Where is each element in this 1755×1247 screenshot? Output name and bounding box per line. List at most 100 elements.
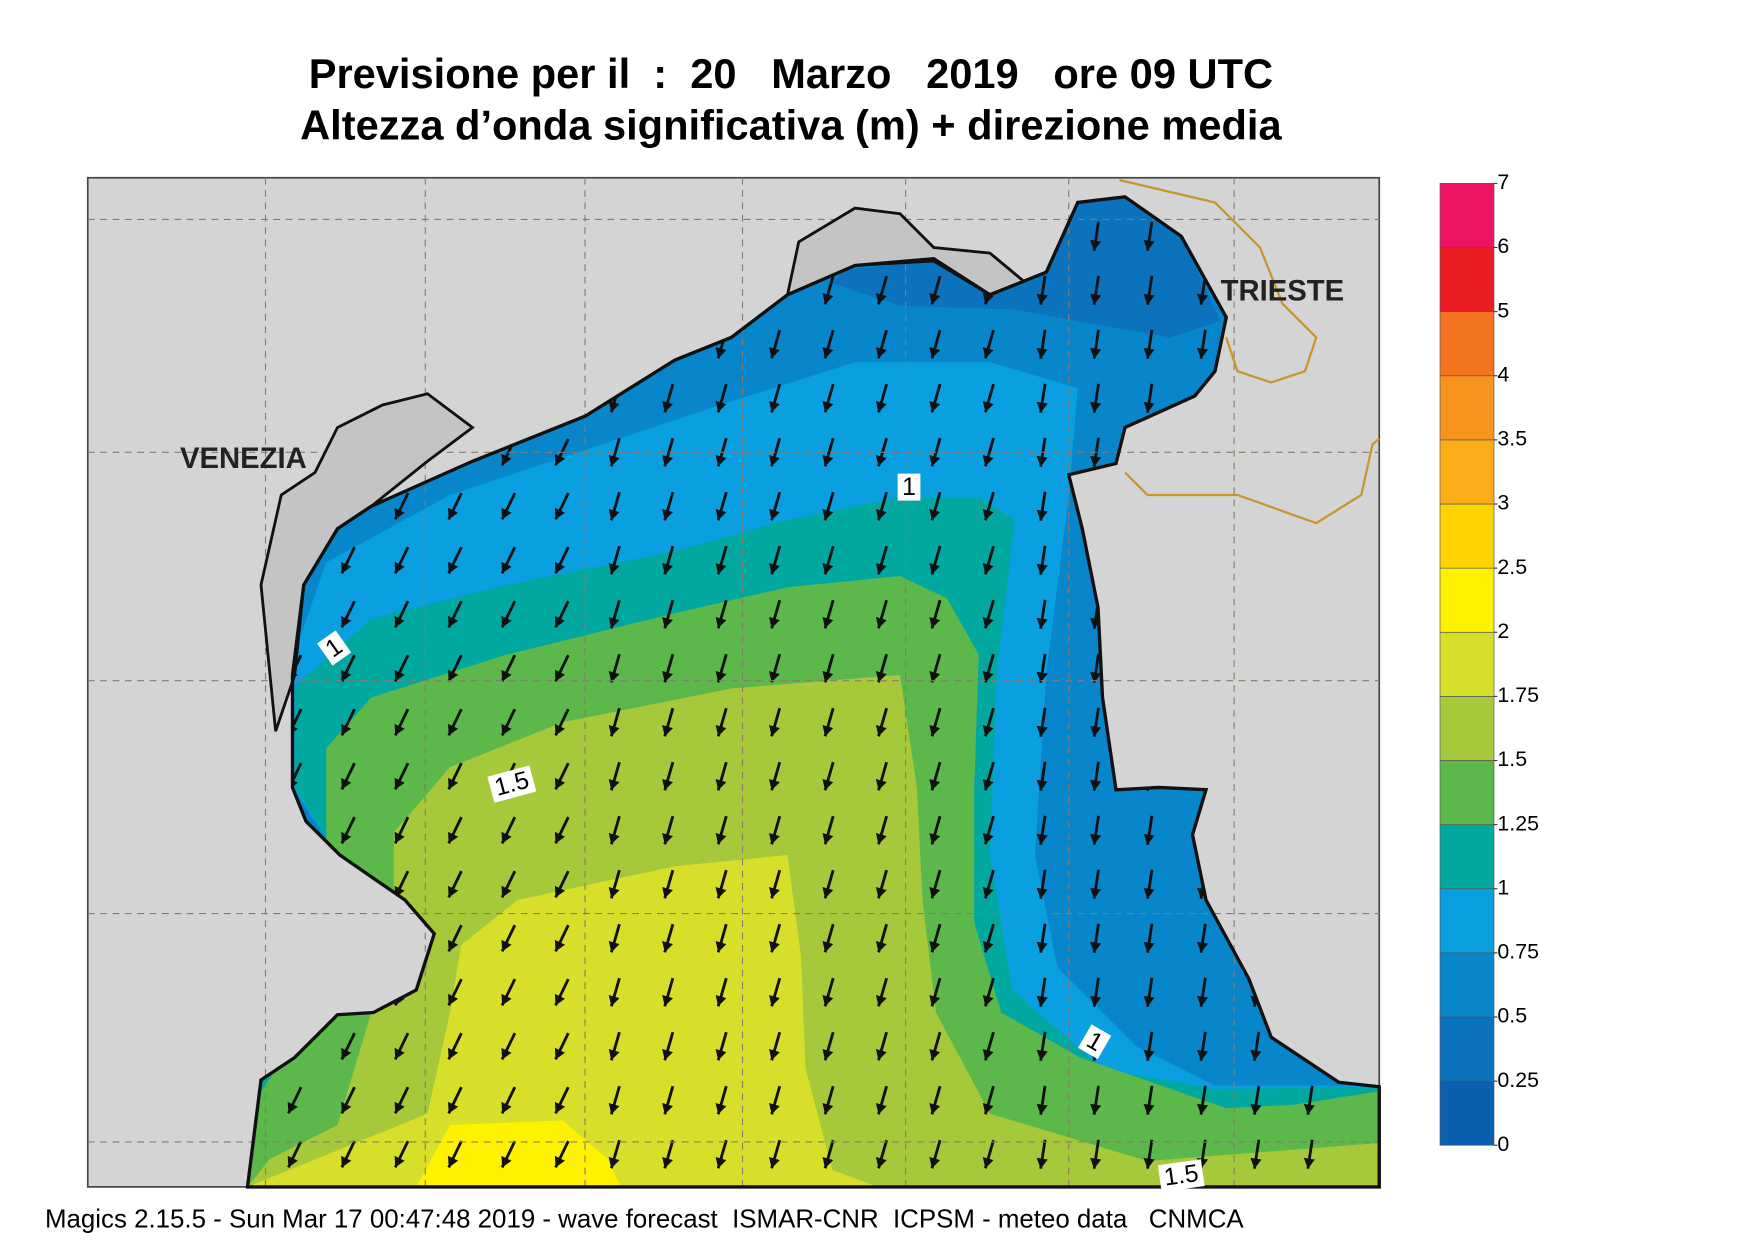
direction-arrow <box>822 869 835 899</box>
arrow-head <box>608 725 620 737</box>
direction-arrow <box>1090 383 1102 413</box>
direction-arrow <box>662 491 675 521</box>
direction-arrow <box>982 491 995 521</box>
arrow-head <box>554 723 566 736</box>
direction-arrow <box>769 761 782 791</box>
arrow-head <box>982 401 994 413</box>
direction-arrow <box>822 653 835 683</box>
arrow-head <box>448 615 459 628</box>
arrow-head <box>982 995 994 1007</box>
wave-band <box>416 1120 621 1187</box>
arrow-head <box>982 563 994 575</box>
arrow-head <box>875 1049 887 1061</box>
arrow-head <box>822 563 834 575</box>
direction-arrow <box>393 816 410 845</box>
direction-arrow <box>1036 599 1048 629</box>
direction-arrow <box>554 1140 570 1169</box>
direction-arrow <box>769 923 782 953</box>
colorbar-band <box>1439 183 1495 248</box>
arrow-head <box>929 941 941 953</box>
arrow-head <box>929 671 941 683</box>
arrow-head <box>1303 1157 1315 1169</box>
direction-arrow <box>447 600 463 629</box>
direction-arrow <box>875 761 888 791</box>
colorbar-label: 1.25 <box>1497 811 1539 835</box>
direction-arrow <box>1250 1139 1262 1169</box>
direction-arrow <box>1036 923 1048 953</box>
arrow-head <box>875 293 887 305</box>
direction-arrow <box>715 1085 728 1115</box>
direction-arrow <box>447 762 463 791</box>
arrow-head <box>929 1049 941 1061</box>
direction-arrow <box>929 1031 942 1061</box>
arrow-head <box>501 885 512 898</box>
colorbar-band <box>1439 1080 1495 1146</box>
direction-arrow <box>662 653 675 683</box>
direction-arrow <box>554 762 570 791</box>
direction-arrow <box>769 815 782 845</box>
colorbar-label: 0.25 <box>1497 1068 1539 1092</box>
direction-arrow <box>393 546 410 575</box>
colorbar-band <box>1439 760 1495 825</box>
direction-arrow <box>1036 1139 1048 1169</box>
arrow-head <box>822 347 834 359</box>
direction-arrow <box>554 600 570 629</box>
direction-arrow <box>393 1140 410 1169</box>
wave-band <box>832 198 1221 338</box>
direction-arrow <box>554 1086 570 1115</box>
direction-arrow <box>1090 221 1102 251</box>
contour-label: 1.5 <box>1157 1159 1205 1193</box>
contour-label-text: 1.5 <box>1162 1160 1200 1192</box>
direction-arrow <box>822 761 835 791</box>
arrow-head <box>1036 617 1048 629</box>
colorbar-band <box>1439 1016 1495 1082</box>
direction-arrow <box>1036 707 1048 737</box>
arrow-head <box>715 401 727 413</box>
arrow-head <box>608 833 620 845</box>
arrow-head <box>1196 293 1209 305</box>
arrow-head <box>875 1157 887 1169</box>
arrow-head <box>1196 941 1209 953</box>
direction-arrow <box>982 1139 995 1169</box>
colorbar-label: 4 <box>1497 362 1509 386</box>
direction-arrow <box>929 653 942 683</box>
colorbar-label: 0.5 <box>1497 1004 1527 1028</box>
direction-arrow <box>1036 653 1048 683</box>
colorbar-label: 1.5 <box>1497 747 1527 771</box>
arrow-head <box>982 1157 994 1169</box>
arrow-head <box>501 507 512 520</box>
arrow-head <box>875 617 887 629</box>
arrow-head <box>341 669 352 682</box>
arrow-head <box>875 779 887 791</box>
arrow-head <box>662 887 673 899</box>
arrow-head <box>769 401 780 413</box>
arrow-head <box>982 1103 994 1115</box>
direction-arrow <box>340 1086 356 1115</box>
direction-arrow <box>1036 815 1048 845</box>
direction-arrow <box>875 923 888 953</box>
direction-arrow <box>608 923 621 953</box>
direction-arrow <box>822 815 835 845</box>
direction-arrow <box>875 383 888 413</box>
direction-arrow <box>340 708 356 737</box>
arrow-head <box>822 401 834 413</box>
contour-label-text: 1 <box>902 474 916 501</box>
direction-arrow <box>1250 1031 1262 1061</box>
direction-arrow <box>929 491 942 521</box>
colorbar-band <box>1439 311 1495 377</box>
direction-arrow <box>554 654 570 683</box>
arrow-head <box>875 401 887 413</box>
arrow-head <box>554 993 566 1006</box>
arrow-head <box>448 1155 459 1168</box>
direction-arrow <box>715 653 728 683</box>
direction-arrow <box>1250 1085 1262 1115</box>
colorbar-band <box>1439 439 1495 505</box>
direction-arrow <box>287 1086 303 1115</box>
direction-arrow <box>608 977 621 1007</box>
arrow-head <box>501 939 512 952</box>
colorbar-band <box>1439 375 1495 441</box>
direction-arrow <box>393 1032 410 1061</box>
direction-arrow <box>715 923 728 953</box>
direction-arrow <box>447 546 463 575</box>
